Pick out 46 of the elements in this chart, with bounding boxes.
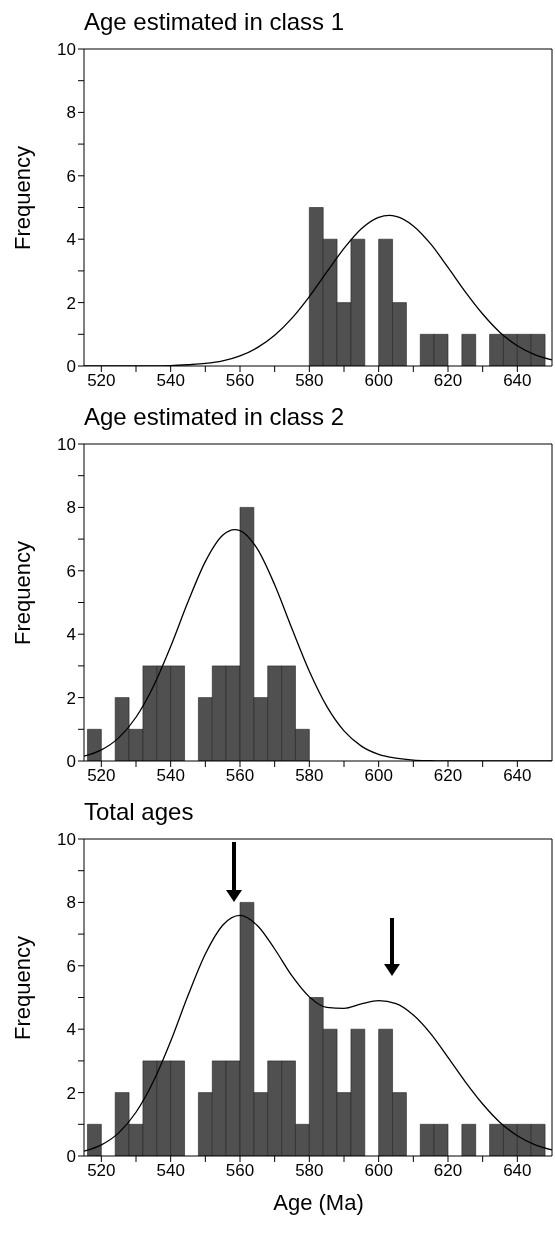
y-axis-title: Frequency [10,936,36,1040]
x-tick-label: 520 [87,766,116,786]
x-tick-label: 620 [433,371,463,391]
x-tick-label: 520 [87,1161,116,1181]
x-tick-label: 560 [225,1161,255,1181]
x-tick-label: 580 [295,1161,324,1181]
x-tick-label: 560 [225,766,255,786]
x-tick-label: 580 [295,766,324,786]
x-tick-label: 640 [503,371,532,391]
x-tick-label: 580 [295,371,324,391]
chart-title: Age estimated in class 2 [84,403,345,431]
chart-title: Age estimated in class 1 [84,8,345,36]
x-tick-label: 560 [225,371,255,391]
y-tick-label: 2 [66,688,76,708]
x-tick-label: 600 [364,766,393,786]
x-tick-label: 640 [503,766,532,786]
y-tick-label: 10 [57,435,76,455]
y-tick-label: 6 [66,561,76,581]
x-tick-label: 600 [364,371,393,391]
y-tick-label: 0 [66,752,76,772]
y-axis-title: Frequency [10,541,36,645]
x-tick-label: 540 [156,1161,185,1181]
y-tick-label: 6 [66,166,76,186]
y-tick-label: 8 [66,498,76,518]
y-tick-label: 6 [66,956,76,976]
x-tick-label: 540 [156,371,185,391]
y-tick-label: 2 [66,1083,76,1103]
y-tick-label: 0 [66,1147,76,1167]
x-axis-title: Age (Ma) [272,1190,365,1216]
y-tick-label: 0 [66,357,76,377]
y-tick-label: 2 [66,293,76,313]
y-tick-label: 10 [57,40,76,60]
y-tick-label: 8 [66,893,76,913]
x-tick-label: 640 [503,1161,532,1181]
y-axis-title: Frequency [10,146,36,250]
x-tick-label: 620 [433,1161,463,1181]
x-tick-label: 540 [156,766,185,786]
y-tick-label: 4 [66,230,76,250]
x-tick-label: 620 [433,766,463,786]
y-tick-label: 10 [57,830,76,850]
x-tick-label: 600 [364,1161,393,1181]
y-tick-label: 4 [66,1020,76,1040]
chart-title: Total ages [84,798,194,826]
y-tick-label: 4 [66,625,76,645]
x-tick-label: 520 [87,371,116,391]
y-tick-label: 8 [66,103,76,123]
